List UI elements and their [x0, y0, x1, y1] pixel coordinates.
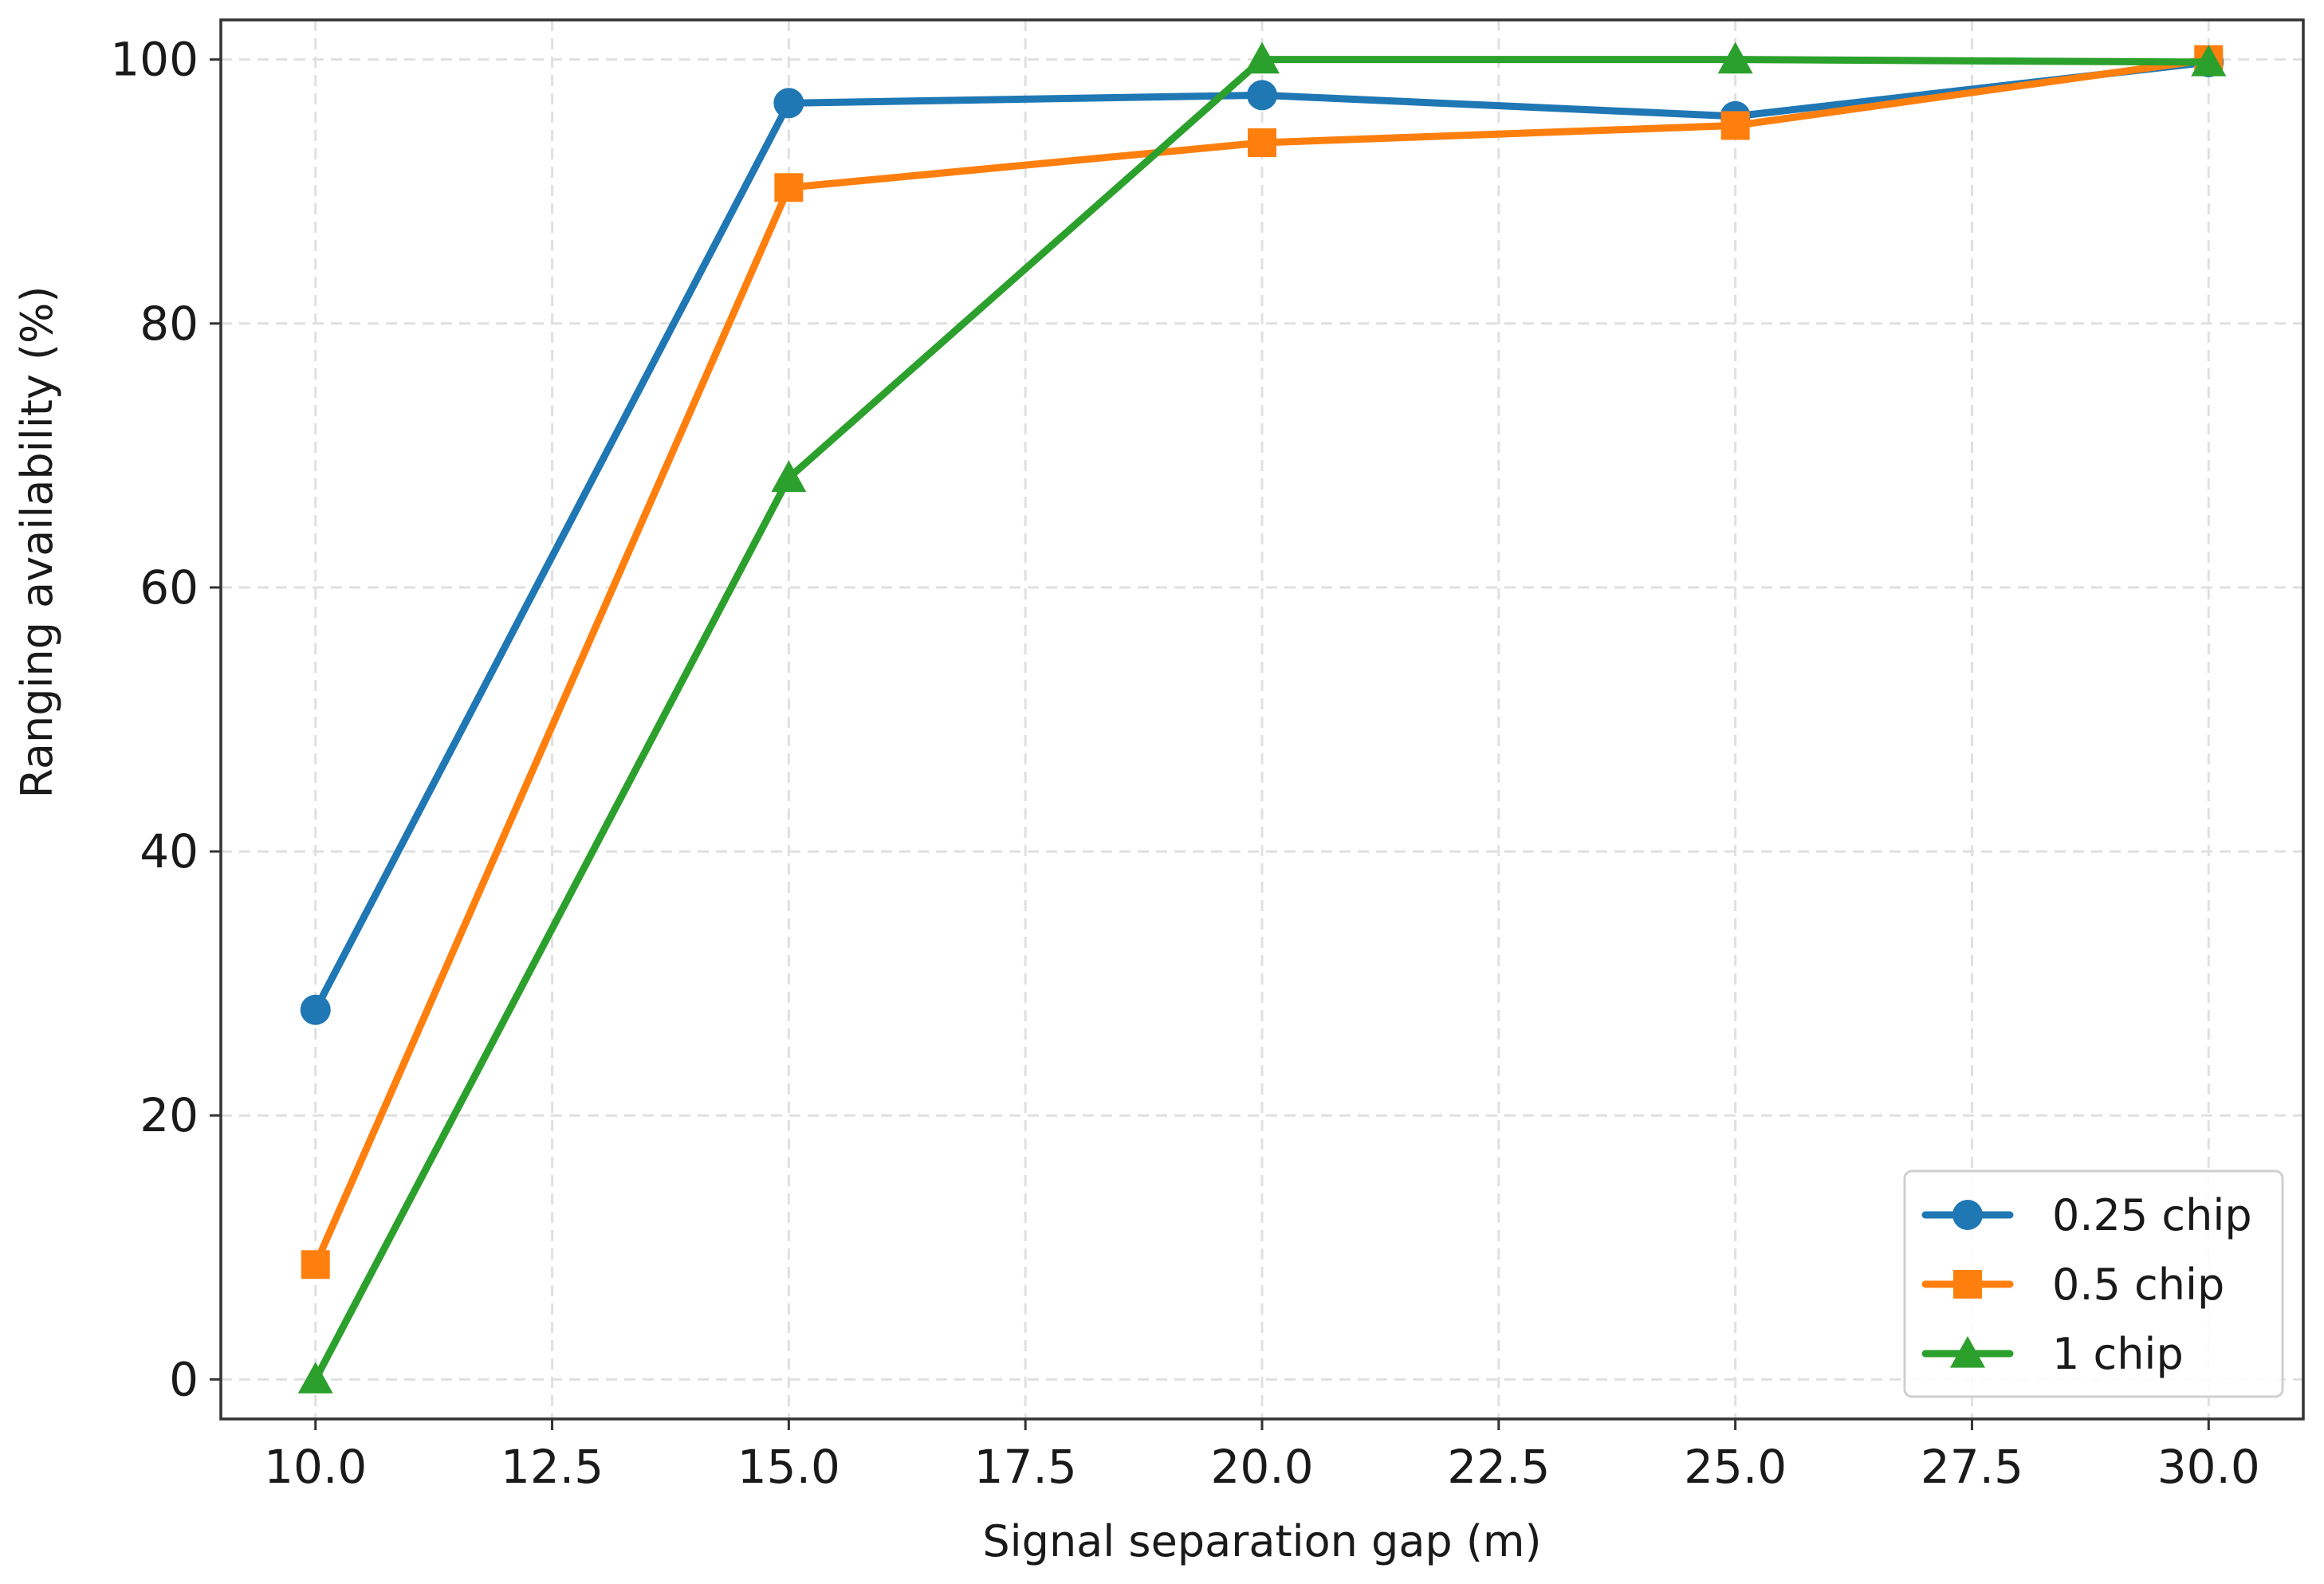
- y-tick-label: 0: [169, 1352, 199, 1406]
- x-tick-label: 17.5: [974, 1440, 1077, 1494]
- legend-item: 1 chip: [1921, 1329, 2184, 1379]
- axis-ticks: 10.0 12.5 15.0 17.5 20.0 22.5 25.0 27.5 30.0 0 20 4…: [110, 33, 2260, 1494]
- data-point: [1720, 111, 1750, 140]
- data-point: [774, 173, 804, 202]
- x-tick-label: 10.0: [264, 1440, 367, 1494]
- x-tick-label: 12.5: [501, 1440, 604, 1494]
- x-tick-label: 22.5: [1447, 1440, 1550, 1494]
- y-tick-label: 40: [140, 824, 199, 878]
- legend-label: 0.5 chip: [2052, 1260, 2224, 1310]
- legend-marker: [1952, 1200, 1983, 1230]
- y-tick-label: 80: [140, 297, 199, 351]
- legend-box: [1903, 1169, 2284, 1398]
- data-point: [300, 994, 331, 1025]
- x-tick-label: 15.0: [737, 1440, 840, 1494]
- data-point: [1717, 41, 1753, 74]
- y-tick-label: 20: [140, 1088, 199, 1142]
- y-tick-label: 100: [110, 33, 199, 87]
- legend-item: 0.25 chip: [1921, 1190, 2252, 1240]
- data-point: [1247, 80, 1277, 111]
- data-point: [297, 1362, 333, 1393]
- plot-series: [297, 41, 2227, 1393]
- series-2: [297, 41, 2227, 1393]
- data-point: [773, 88, 804, 119]
- data-point: [2191, 44, 2227, 77]
- legend-label: 0.25 chip: [2052, 1190, 2252, 1240]
- legend-item: 0.5 chip: [1921, 1260, 2224, 1310]
- legend-label: 1 chip: [2052, 1329, 2184, 1379]
- x-tick-label: 20.0: [1210, 1440, 1313, 1494]
- data-point: [1245, 41, 1280, 74]
- data-point: [301, 1250, 330, 1279]
- x-tick-label: 27.5: [1921, 1440, 2023, 1494]
- data-point: [771, 460, 807, 493]
- y-axis-label: Ranging availability (%): [12, 286, 62, 799]
- data-point: [1248, 128, 1276, 157]
- legend-marker: [1953, 1270, 1982, 1299]
- x-axis-label: Signal separation gap (m): [982, 1516, 1541, 1566]
- x-tick-label: 30.0: [2157, 1440, 2260, 1494]
- legend: 0.25 chip 0.5 chip 1 chip: [1903, 1169, 2284, 1398]
- legend-marker: [1950, 1336, 1985, 1368]
- x-tick-label: 25.0: [1684, 1440, 1787, 1494]
- y-tick-label: 60: [140, 560, 199, 615]
